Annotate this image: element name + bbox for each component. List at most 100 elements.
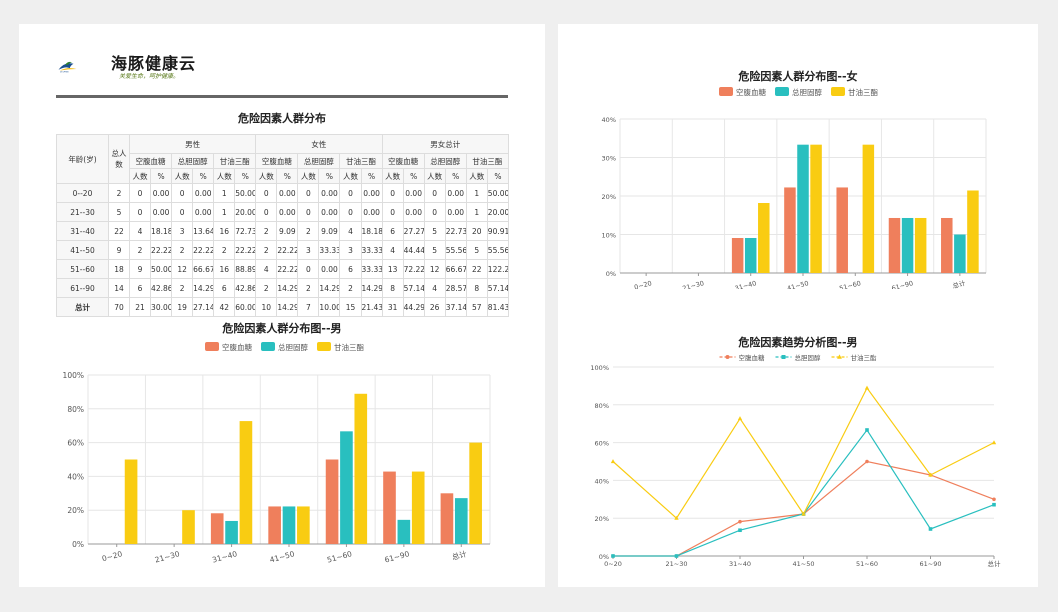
legend-item-fasting-glucose[interactable]: 空腹血糖 — [719, 353, 766, 362]
point-triglyceride[interactable] — [610, 459, 616, 464]
x-tick-label: 61~90 — [920, 560, 942, 568]
value-cell: 37.14 — [444, 297, 467, 317]
legend-label: 总胆固醇 — [792, 87, 822, 97]
percent-unit-header: % — [444, 168, 467, 184]
value-cell: 0 — [128, 183, 152, 203]
bar-triglyceride[interactable] — [182, 510, 195, 544]
point-triglyceride[interactable] — [801, 511, 806, 516]
point-triglyceride[interactable] — [864, 385, 870, 390]
bar-fasting-glucose[interactable] — [440, 493, 454, 544]
bar-triglyceride[interactable] — [914, 217, 927, 273]
value-cell: 57.14 — [486, 278, 510, 298]
legend-item-total-cholesterol[interactable]: 总胆固醇 — [775, 87, 822, 97]
y-tick-label: 0% — [606, 270, 616, 278]
value-cell: 0.00 — [318, 259, 341, 279]
bar-triglyceride[interactable] — [411, 471, 425, 544]
x-tick-label: 21~30 — [154, 549, 181, 564]
bar-total-cholesterol[interactable] — [397, 519, 411, 544]
value-cell: 6 — [339, 259, 362, 279]
value-cell: 2 — [297, 278, 320, 298]
point-total-cholesterol[interactable] — [674, 554, 679, 558]
point-total-cholesterol[interactable] — [865, 428, 869, 432]
value-cell: 22.22 — [276, 259, 299, 279]
table-title: 危险因素人群分布 — [238, 112, 326, 125]
y-tick-label: 20% — [602, 193, 616, 201]
bar-total-cholesterol[interactable] — [797, 144, 809, 273]
x-tick-label: 总计 — [988, 559, 1002, 568]
bar-total-cholesterol[interactable] — [454, 498, 468, 544]
dolphin-logo-icon: DOLPHIN — [58, 61, 77, 73]
bar-triglyceride[interactable] — [862, 144, 875, 273]
x-tick-label: 51~60 — [838, 279, 861, 289]
total-cell: 14 — [108, 278, 130, 298]
bar-total-cholesterol[interactable] — [901, 217, 914, 273]
point-triglyceride[interactable] — [928, 472, 933, 477]
bar-fasting-glucose[interactable] — [383, 471, 396, 544]
bar-fasting-glucose[interactable] — [784, 187, 796, 273]
bar-total-cholesterol[interactable] — [282, 506, 296, 544]
value-cell: 14.29 — [318, 278, 341, 298]
value-cell: 33.33 — [360, 259, 383, 279]
bar-triglyceride[interactable] — [758, 203, 770, 273]
age-header: 年龄(岁) — [56, 134, 109, 184]
value-cell: 14.29 — [360, 278, 383, 298]
count-unit-header: 人数 — [465, 168, 488, 184]
legend-item-triglyceride[interactable]: 甘油三酯 — [317, 342, 364, 352]
point-triglyceride[interactable] — [674, 515, 679, 520]
bar-triglyceride[interactable] — [124, 459, 138, 545]
bar-triglyceride[interactable] — [469, 442, 482, 544]
bar-total-cholesterol[interactable] — [225, 520, 238, 544]
bar-total-cholesterol[interactable] — [744, 238, 757, 273]
value-cell: 0 — [297, 183, 320, 203]
x-tick-label: 总计 — [951, 278, 966, 289]
value-cell: 42.86 — [150, 278, 173, 298]
value-cell: 0 — [339, 202, 362, 222]
point-triglyceride[interactable] — [737, 416, 743, 421]
y-tick-label: 0% — [72, 540, 84, 549]
bar-fasting-glucose[interactable] — [210, 513, 224, 544]
point-fasting-glucose[interactable] — [992, 497, 996, 502]
value-cell: 44.44 — [402, 240, 425, 260]
bar-triglyceride[interactable] — [810, 144, 822, 273]
group-header-female: 女性 — [255, 134, 383, 154]
svg-text:DOLPHIN: DOLPHIN — [60, 71, 69, 73]
x-tick-label: 21~30 — [682, 279, 705, 289]
value-cell: 28.57 — [444, 278, 467, 298]
bar-triglyceride[interactable] — [967, 190, 979, 273]
value-cell: 14.29 — [276, 297, 299, 317]
legend-item-fasting-glucose[interactable]: 空腹血糖 — [719, 87, 766, 97]
bar-fasting-glucose[interactable] — [325, 459, 339, 545]
bar-total-cholesterol[interactable] — [954, 234, 966, 274]
point-total-cholesterol[interactable] — [992, 502, 996, 507]
value-cell: 50.00 — [234, 183, 257, 203]
point-total-cholesterol[interactable] — [611, 554, 615, 558]
point-total-cholesterol[interactable] — [928, 527, 933, 531]
total-cell: 18 — [108, 259, 130, 279]
value-cell: 0 — [255, 202, 278, 222]
bar-triglyceride[interactable] — [239, 421, 253, 544]
legend-item-fasting-glucose[interactable]: 空腹血糖 — [205, 342, 252, 352]
point-fasting-glucose[interactable] — [738, 519, 742, 524]
legend-item-total-cholesterol[interactable]: 总胆固醇 — [775, 353, 822, 362]
bar-total-cholesterol[interactable] — [340, 431, 353, 544]
bar-triglyceride[interactable] — [354, 393, 368, 544]
point-total-cholesterol[interactable] — [738, 528, 742, 533]
bar-fasting-glucose[interactable] — [268, 506, 281, 544]
legend-item-triglyceride[interactable]: 甘油三酯 — [831, 87, 878, 97]
legend-item-total-cholesterol[interactable]: 总胆固醇 — [261, 342, 308, 352]
factor-header: 总胆固醇 — [297, 153, 341, 169]
value-cell: 31 — [381, 297, 404, 317]
value-cell: 33.33 — [360, 240, 383, 260]
x-tick-label: 41~50 — [269, 549, 296, 564]
bar-fasting-glucose[interactable] — [836, 187, 848, 273]
point-fasting-glucose[interactable] — [865, 459, 869, 464]
legend-label: 空腹血糖 — [739, 353, 766, 362]
bar-fasting-glucose[interactable] — [888, 217, 901, 273]
point-triglyceride[interactable] — [991, 440, 997, 445]
legend-item-triglyceride[interactable]: 甘油三酯 — [831, 353, 878, 362]
bar-triglyceride[interactable] — [297, 506, 310, 544]
line-fasting-glucose — [613, 460, 995, 557]
value-cell: 2 — [255, 278, 278, 298]
bar-fasting-glucose[interactable] — [941, 217, 953, 273]
bar-fasting-glucose[interactable] — [731, 238, 744, 273]
